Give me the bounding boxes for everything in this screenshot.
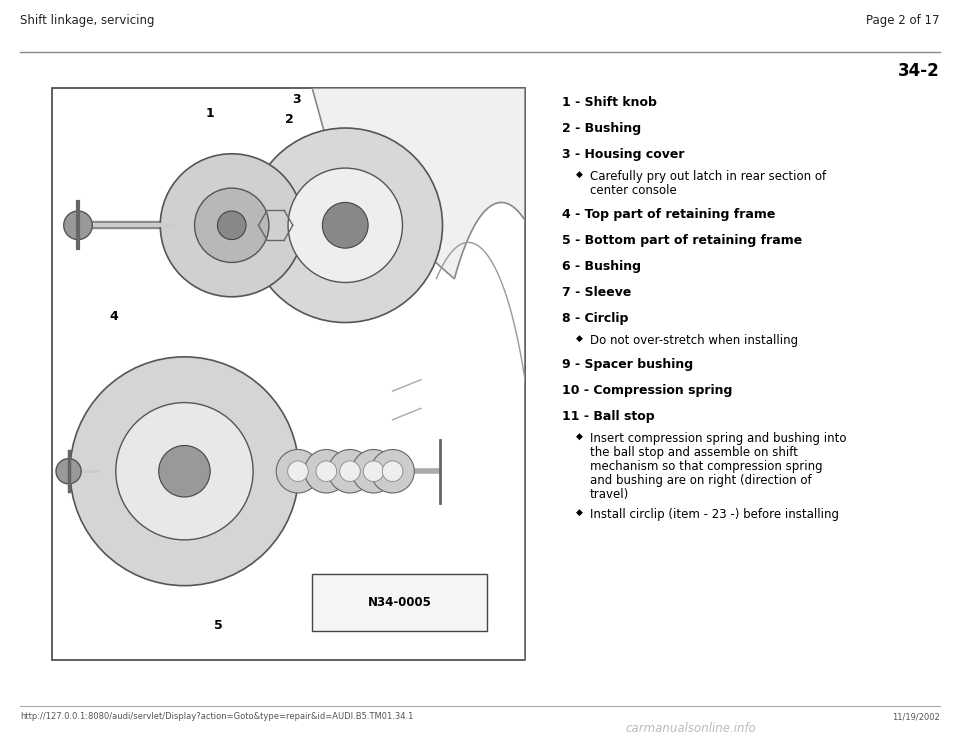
Text: 3 - Housing cover: 3 - Housing cover bbox=[562, 148, 684, 161]
Text: Shift linkage, servicing: Shift linkage, servicing bbox=[20, 14, 155, 27]
Polygon shape bbox=[312, 88, 581, 660]
Circle shape bbox=[217, 211, 246, 240]
Text: ◆: ◆ bbox=[576, 334, 583, 343]
Text: travel): travel) bbox=[589, 488, 629, 501]
Circle shape bbox=[116, 403, 253, 540]
Text: 4: 4 bbox=[109, 310, 118, 324]
Text: 1 - Shift knob: 1 - Shift knob bbox=[562, 96, 657, 109]
Text: Insert compression spring and bushing into: Insert compression spring and bushing in… bbox=[589, 432, 846, 445]
Text: carmanualsonline.info: carmanualsonline.info bbox=[626, 722, 756, 735]
Circle shape bbox=[363, 461, 384, 482]
Text: ◆: ◆ bbox=[576, 170, 583, 179]
Circle shape bbox=[248, 128, 443, 323]
Text: 1: 1 bbox=[205, 108, 215, 120]
Text: 11/19/2002: 11/19/2002 bbox=[892, 712, 940, 721]
Circle shape bbox=[195, 188, 269, 263]
Text: 4 - Top part of retaining frame: 4 - Top part of retaining frame bbox=[562, 208, 775, 221]
Text: 7 - Sleeve: 7 - Sleeve bbox=[562, 286, 631, 299]
Text: Carefully pry out latch in rear section of: Carefully pry out latch in rear section … bbox=[589, 170, 826, 183]
Text: 5: 5 bbox=[214, 619, 223, 632]
Text: 2 - Bushing: 2 - Bushing bbox=[562, 122, 640, 135]
Circle shape bbox=[158, 445, 210, 497]
Text: 34-2: 34-2 bbox=[899, 62, 940, 80]
Circle shape bbox=[371, 450, 415, 493]
Text: mechanism so that compression spring: mechanism so that compression spring bbox=[589, 460, 822, 473]
Circle shape bbox=[316, 461, 337, 482]
Circle shape bbox=[276, 450, 320, 493]
Circle shape bbox=[382, 461, 403, 482]
Text: ◆: ◆ bbox=[576, 432, 583, 441]
Circle shape bbox=[340, 461, 360, 482]
Text: N34-0005: N34-0005 bbox=[368, 597, 432, 609]
Text: 6 - Bushing: 6 - Bushing bbox=[562, 260, 640, 273]
Circle shape bbox=[160, 154, 303, 297]
Bar bbox=[312, 574, 487, 631]
Text: ◆: ◆ bbox=[576, 508, 583, 517]
Text: 10 - Compression spring: 10 - Compression spring bbox=[562, 384, 732, 397]
Text: and bushing are on right (direction of: and bushing are on right (direction of bbox=[589, 474, 811, 487]
Text: 2: 2 bbox=[284, 113, 294, 126]
Circle shape bbox=[288, 461, 308, 482]
Text: 11 - Ball stop: 11 - Ball stop bbox=[562, 410, 654, 423]
Circle shape bbox=[352, 450, 396, 493]
Text: Do not over-stretch when installing: Do not over-stretch when installing bbox=[589, 334, 798, 347]
Circle shape bbox=[328, 450, 372, 493]
Circle shape bbox=[288, 168, 402, 283]
Circle shape bbox=[70, 357, 299, 585]
Text: center console: center console bbox=[589, 184, 677, 197]
Circle shape bbox=[304, 450, 348, 493]
Circle shape bbox=[56, 459, 82, 484]
Text: 5 - Bottom part of retaining frame: 5 - Bottom part of retaining frame bbox=[562, 234, 802, 247]
Text: Page 2 of 17: Page 2 of 17 bbox=[867, 14, 940, 27]
Text: Install circlip (item - 23 -) before installing: Install circlip (item - 23 -) before ins… bbox=[589, 508, 839, 521]
Text: 3: 3 bbox=[293, 93, 300, 106]
Text: http://127.0.0.1:8080/audi/servlet/Display?action=Goto&type=repair&id=AUDI.B5.TM: http://127.0.0.1:8080/audi/servlet/Displ… bbox=[20, 712, 414, 721]
Text: the ball stop and assemble on shift: the ball stop and assemble on shift bbox=[589, 446, 798, 459]
Text: 9 - Spacer bushing: 9 - Spacer bushing bbox=[562, 358, 693, 371]
Circle shape bbox=[63, 211, 92, 240]
Text: 8 - Circlip: 8 - Circlip bbox=[562, 312, 628, 325]
Circle shape bbox=[323, 203, 368, 248]
Bar bbox=[52, 88, 525, 660]
